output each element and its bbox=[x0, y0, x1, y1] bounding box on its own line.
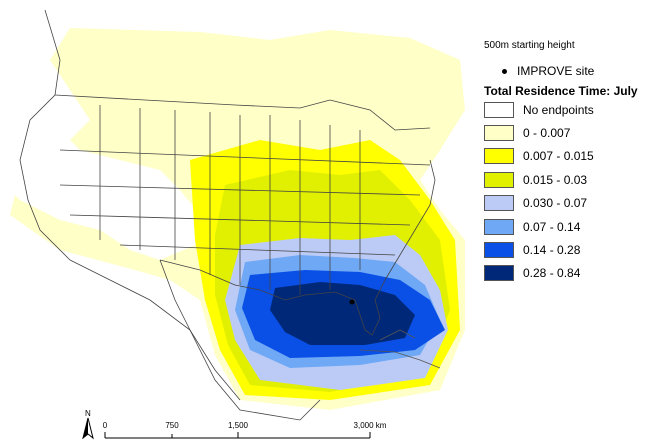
legend-class-row: 0.14 - 0.28 bbox=[484, 238, 656, 261]
legend-site-entry: IMPROVE site bbox=[502, 64, 656, 78]
boundaries bbox=[19, 9, 436, 421]
legend-swatch bbox=[484, 265, 514, 282]
legend-site-label: IMPROVE site bbox=[517, 64, 595, 78]
scale-tick-1500: 1,500 bbox=[228, 421, 249, 430]
legend-swatch bbox=[484, 101, 514, 118]
legend-class-label: 0.030 - 0.07 bbox=[523, 196, 588, 211]
legend-swatch bbox=[484, 218, 514, 235]
legend-class-row: 0 - 0.007 bbox=[484, 121, 656, 144]
scale-tick-750: 750 bbox=[165, 421, 179, 430]
legend-class-label: 0.14 - 0.28 bbox=[523, 243, 581, 258]
legend-class-row: 0.07 - 0.14 bbox=[484, 215, 656, 238]
legend-class-label: 0.007 - 0.015 bbox=[523, 149, 594, 164]
improve-site-marker bbox=[349, 299, 355, 305]
north-arrow-label: N bbox=[85, 409, 91, 418]
legend-swatch bbox=[484, 148, 514, 165]
legend-swatch bbox=[484, 242, 514, 259]
legend-class-row: No endpoints bbox=[484, 98, 656, 121]
north-arrow bbox=[82, 417, 94, 440]
site-dot-icon bbox=[502, 68, 507, 74]
legend-class-row: 0.015 - 0.03 bbox=[484, 168, 656, 191]
legend-note: 500m starting height bbox=[484, 40, 575, 51]
residence-time-map: N 0 750 1,500 3,000 km bbox=[0, 9, 465, 440]
field-class-7 bbox=[270, 282, 415, 345]
legend: 500m starting height IMPROVE site Total … bbox=[480, 40, 656, 285]
legend-class-label: 0.015 - 0.03 bbox=[523, 172, 588, 187]
legend-class-row: 0.030 - 0.07 bbox=[484, 192, 656, 215]
legend-classes: No endpoints 0 - 0.007 0.007 - 0.015 0.0… bbox=[480, 98, 656, 285]
residence-field bbox=[0, 28, 465, 410]
legend-swatch bbox=[484, 125, 514, 142]
scale-bar bbox=[104, 432, 371, 439]
legend-class-row: 0.007 - 0.015 bbox=[484, 145, 656, 168]
legend-class-label: 0.28 - 0.84 bbox=[523, 266, 581, 281]
legend-class-label: 0.07 - 0.14 bbox=[523, 219, 581, 234]
legend-class-label: 0 - 0.007 bbox=[523, 126, 571, 141]
scale-tick-3000: 3,000 km bbox=[354, 421, 387, 430]
caribbean-islands bbox=[359, 329, 441, 369]
scale-tick-0: 0 bbox=[103, 421, 108, 430]
legend-swatch bbox=[484, 171, 514, 188]
legend-class-row: 0.28 - 0.84 bbox=[484, 262, 656, 285]
legend-title: Total Residence Time: July bbox=[484, 84, 638, 98]
legend-class-label: No endpoints bbox=[523, 102, 594, 117]
legend-swatch bbox=[484, 195, 514, 212]
